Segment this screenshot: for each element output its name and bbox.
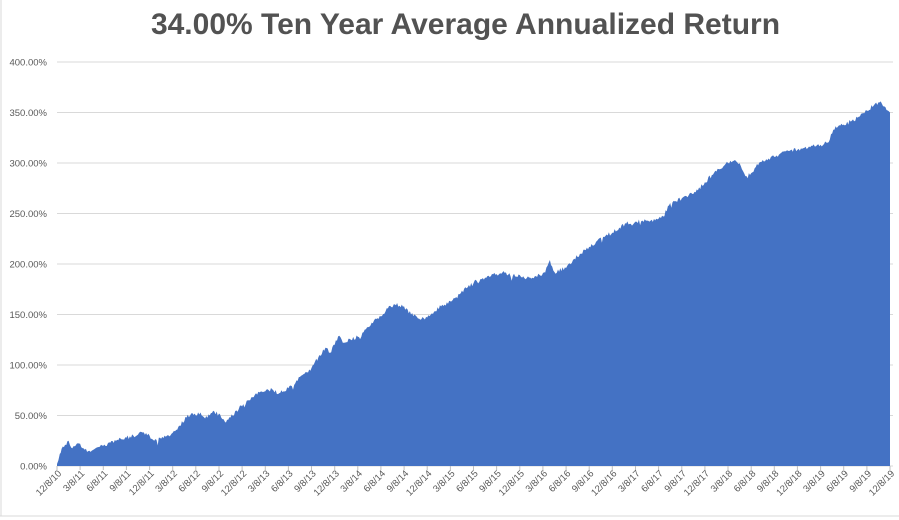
x-tick-label: 3/8/16: [524, 468, 550, 494]
x-tick-label: 6/8/13: [269, 468, 295, 494]
x-tick-label: 6/8/12: [176, 468, 202, 494]
x-tick-label: 6/8/18: [732, 468, 758, 494]
x-tick-label: 3/8/15: [431, 468, 457, 494]
x-tick-label: 3/8/12: [153, 468, 179, 494]
y-tick-label: 50.00%: [15, 411, 48, 422]
x-tick-label: 3/8/18: [709, 468, 735, 494]
x-tick-label: 12/8/19: [867, 468, 897, 498]
x-tick-label: 12/8/13: [312, 468, 342, 498]
x-tick-label: 12/8/14: [404, 468, 434, 498]
y-tick-label: 400.00%: [9, 58, 47, 69]
return-area-series: [57, 101, 890, 467]
x-tick-label: 12/8/17: [682, 468, 712, 498]
y-tick-label: 0.00%: [20, 462, 47, 473]
y-tick-label: 300.00%: [9, 159, 47, 170]
x-tick-label: 3/8/17: [616, 468, 642, 494]
x-tick-label: 12/8/16: [589, 468, 619, 498]
y-tick-label: 350.00%: [9, 108, 47, 119]
x-tick-label: 12/8/12: [219, 468, 249, 498]
x-tick-label: 3/8/14: [338, 468, 364, 494]
y-axis-labels: 0.00% 50.00% 100.00% 150.00% 200.00% 250.00% 3…: [9, 58, 47, 473]
y-tick-label: 150.00%: [9, 310, 47, 321]
y-tick-label: 100.00%: [9, 361, 47, 372]
x-tick-label: 6/8/17: [639, 468, 665, 494]
x-tick-label: 6/8/15: [454, 468, 480, 494]
x-tick-label: 12/8/11: [127, 468, 157, 498]
x-tick-label: 12/8/18: [774, 468, 804, 498]
x-tick-label: 6/8/11: [84, 468, 110, 494]
x-tick-label: 6/8/19: [824, 468, 850, 494]
x-axis-labels: 12/8/103/8/116/8/119/8/1112/8/113/8/126/…: [34, 468, 897, 498]
x-tick-label: 12/8/15: [497, 468, 527, 498]
x-tick-label: 3/8/19: [801, 468, 827, 494]
x-tick-label: 12/8/10: [34, 468, 64, 498]
y-tick-label: 250.00%: [9, 209, 47, 220]
x-tick-label: 3/8/11: [61, 468, 87, 494]
chart-title: 34.00% Ten Year Average Annualized Retur…: [150, 8, 781, 41]
x-tick-label: 6/8/14: [362, 468, 388, 494]
x-axis-ticks: [56, 466, 891, 470]
x-tick-label: 3/8/13: [246, 468, 272, 494]
x-tick-label: 6/8/16: [547, 468, 573, 494]
y-tick-label: 200.00%: [9, 260, 47, 271]
